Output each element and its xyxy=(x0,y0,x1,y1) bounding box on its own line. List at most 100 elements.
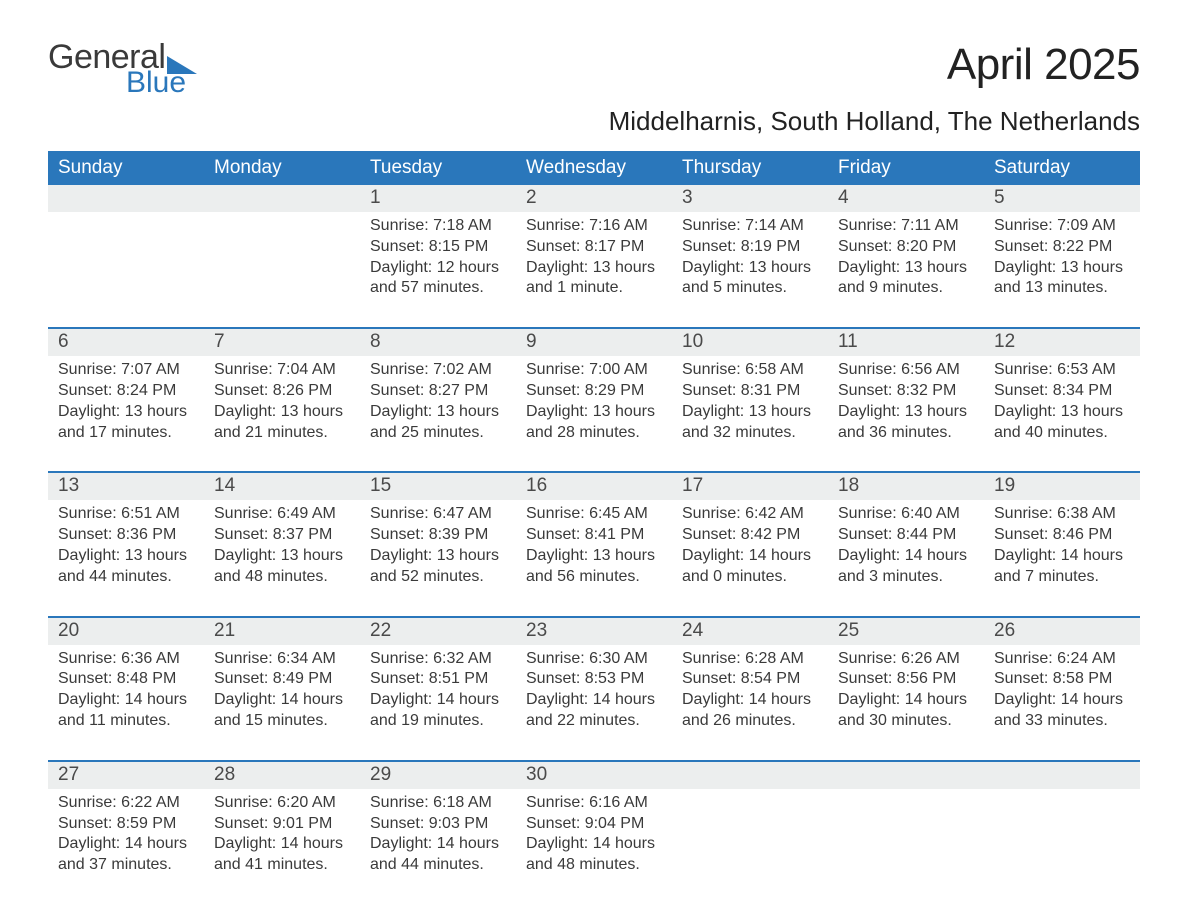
sunset-line: Sunset: 8:49 PM xyxy=(214,669,350,690)
day-number: 17 xyxy=(672,473,828,500)
daylight-line: Daylight: 14 hours and 11 minutes. xyxy=(58,690,194,732)
sunrise-line: Sunrise: 6:20 AM xyxy=(214,793,350,814)
sunset-line: Sunset: 8:34 PM xyxy=(994,381,1130,402)
daylight-line: Daylight: 13 hours and 1 minute. xyxy=(526,258,662,300)
calendar-cell: 17Sunrise: 6:42 AMSunset: 8:42 PMDayligh… xyxy=(672,472,828,616)
day-number: 26 xyxy=(984,618,1140,645)
calendar-cell: 1Sunrise: 7:18 AMSunset: 8:15 PMDaylight… xyxy=(360,185,516,328)
daylight-line: Daylight: 13 hours and 40 minutes. xyxy=(994,402,1130,444)
day-body: Sunrise: 7:07 AMSunset: 8:24 PMDaylight:… xyxy=(48,356,204,471)
sunrise-line: Sunrise: 7:16 AM xyxy=(526,216,662,237)
day-body: Sunrise: 6:32 AMSunset: 8:51 PMDaylight:… xyxy=(360,645,516,760)
calendar-cell: 28Sunrise: 6:20 AMSunset: 9:01 PMDayligh… xyxy=(204,761,360,904)
sunrise-line: Sunrise: 7:09 AM xyxy=(994,216,1130,237)
day-body: Sunrise: 6:28 AMSunset: 8:54 PMDaylight:… xyxy=(672,645,828,760)
day-body: Sunrise: 6:47 AMSunset: 8:39 PMDaylight:… xyxy=(360,500,516,615)
sunset-line: Sunset: 8:39 PM xyxy=(370,525,506,546)
day-body: Sunrise: 7:00 AMSunset: 8:29 PMDaylight:… xyxy=(516,356,672,471)
sunrise-line: Sunrise: 6:16 AM xyxy=(526,793,662,814)
daylight-line: Daylight: 12 hours and 57 minutes. xyxy=(370,258,506,300)
day-body: Sunrise: 7:02 AMSunset: 8:27 PMDaylight:… xyxy=(360,356,516,471)
daylight-line: Daylight: 14 hours and 0 minutes. xyxy=(682,546,818,588)
sunset-line: Sunset: 8:53 PM xyxy=(526,669,662,690)
day-number: 18 xyxy=(828,473,984,500)
day-number: 23 xyxy=(516,618,672,645)
weekday-header: Wednesday xyxy=(516,151,672,185)
sunset-line: Sunset: 8:42 PM xyxy=(682,525,818,546)
day-body: Sunrise: 6:42 AMSunset: 8:42 PMDaylight:… xyxy=(672,500,828,615)
daylight-line: Daylight: 14 hours and 19 minutes. xyxy=(370,690,506,732)
calendar-cell: 23Sunrise: 6:30 AMSunset: 8:53 PMDayligh… xyxy=(516,617,672,761)
sunrise-line: Sunrise: 6:53 AM xyxy=(994,360,1130,381)
day-body: Sunrise: 6:53 AMSunset: 8:34 PMDaylight:… xyxy=(984,356,1140,471)
day-number: 1 xyxy=(360,185,516,212)
day-number: 24 xyxy=(672,618,828,645)
day-body: Sunrise: 6:40 AMSunset: 8:44 PMDaylight:… xyxy=(828,500,984,615)
weekday-row: Sunday Monday Tuesday Wednesday Thursday… xyxy=(48,151,1140,185)
calendar-cell: 19Sunrise: 6:38 AMSunset: 8:46 PMDayligh… xyxy=(984,472,1140,616)
day-number: 13 xyxy=(48,473,204,500)
daylight-line: Daylight: 13 hours and 21 minutes. xyxy=(214,402,350,444)
sunrise-line: Sunrise: 6:51 AM xyxy=(58,504,194,525)
day-number: 25 xyxy=(828,618,984,645)
calendar-week: 13Sunrise: 6:51 AMSunset: 8:36 PMDayligh… xyxy=(48,472,1140,616)
weekday-header: Sunday xyxy=(48,151,204,185)
day-body: Sunrise: 6:24 AMSunset: 8:58 PMDaylight:… xyxy=(984,645,1140,760)
day-number xyxy=(672,762,828,789)
sunrise-line: Sunrise: 6:38 AM xyxy=(994,504,1130,525)
daylight-line: Daylight: 13 hours and 25 minutes. xyxy=(370,402,506,444)
daylight-line: Daylight: 14 hours and 37 minutes. xyxy=(58,834,194,876)
day-body: Sunrise: 6:49 AMSunset: 8:37 PMDaylight:… xyxy=(204,500,360,615)
calendar-cell: 21Sunrise: 6:34 AMSunset: 8:49 PMDayligh… xyxy=(204,617,360,761)
day-body: Sunrise: 6:30 AMSunset: 8:53 PMDaylight:… xyxy=(516,645,672,760)
day-number: 5 xyxy=(984,185,1140,212)
calendar-cell: 27Sunrise: 6:22 AMSunset: 8:59 PMDayligh… xyxy=(48,761,204,904)
day-number: 4 xyxy=(828,185,984,212)
sunset-line: Sunset: 8:51 PM xyxy=(370,669,506,690)
day-number: 12 xyxy=(984,329,1140,356)
day-number: 16 xyxy=(516,473,672,500)
day-number: 30 xyxy=(516,762,672,789)
day-number: 8 xyxy=(360,329,516,356)
day-number: 27 xyxy=(48,762,204,789)
day-body: Sunrise: 6:45 AMSunset: 8:41 PMDaylight:… xyxy=(516,500,672,615)
sunrise-line: Sunrise: 6:24 AM xyxy=(994,649,1130,670)
sunrise-line: Sunrise: 6:49 AM xyxy=(214,504,350,525)
sunset-line: Sunset: 8:31 PM xyxy=(682,381,818,402)
calendar-cell xyxy=(828,761,984,904)
sunrise-line: Sunrise: 6:18 AM xyxy=(370,793,506,814)
calendar-cell xyxy=(984,761,1140,904)
calendar-cell xyxy=(672,761,828,904)
sunrise-line: Sunrise: 6:36 AM xyxy=(58,649,194,670)
sunset-line: Sunset: 9:03 PM xyxy=(370,814,506,835)
daylight-line: Daylight: 13 hours and 44 minutes. xyxy=(58,546,194,588)
weekday-header: Thursday xyxy=(672,151,828,185)
day-number xyxy=(984,762,1140,789)
day-body: Sunrise: 7:18 AMSunset: 8:15 PMDaylight:… xyxy=(360,212,516,327)
sunrise-line: Sunrise: 6:45 AM xyxy=(526,504,662,525)
daylight-line: Daylight: 13 hours and 32 minutes. xyxy=(682,402,818,444)
calendar-cell: 18Sunrise: 6:40 AMSunset: 8:44 PMDayligh… xyxy=(828,472,984,616)
daylight-line: Daylight: 14 hours and 7 minutes. xyxy=(994,546,1130,588)
calendar-week: 20Sunrise: 6:36 AMSunset: 8:48 PMDayligh… xyxy=(48,617,1140,761)
sunset-line: Sunset: 8:48 PM xyxy=(58,669,194,690)
daylight-line: Daylight: 13 hours and 28 minutes. xyxy=(526,402,662,444)
calendar-cell: 24Sunrise: 6:28 AMSunset: 8:54 PMDayligh… xyxy=(672,617,828,761)
sunset-line: Sunset: 8:22 PM xyxy=(994,237,1130,258)
sunset-line: Sunset: 8:20 PM xyxy=(838,237,974,258)
calendar-week: 6Sunrise: 7:07 AMSunset: 8:24 PMDaylight… xyxy=(48,328,1140,472)
day-number xyxy=(204,185,360,212)
sunrise-line: Sunrise: 7:14 AM xyxy=(682,216,818,237)
sunset-line: Sunset: 8:17 PM xyxy=(526,237,662,258)
sunset-line: Sunset: 8:37 PM xyxy=(214,525,350,546)
calendar-cell: 16Sunrise: 6:45 AMSunset: 8:41 PMDayligh… xyxy=(516,472,672,616)
sunset-line: Sunset: 9:01 PM xyxy=(214,814,350,835)
weekday-header: Saturday xyxy=(984,151,1140,185)
daylight-line: Daylight: 13 hours and 13 minutes. xyxy=(994,258,1130,300)
sunrise-line: Sunrise: 7:02 AM xyxy=(370,360,506,381)
sunrise-line: Sunrise: 6:56 AM xyxy=(838,360,974,381)
daylight-line: Daylight: 14 hours and 48 minutes. xyxy=(526,834,662,876)
daylight-line: Daylight: 13 hours and 52 minutes. xyxy=(370,546,506,588)
day-body: Sunrise: 6:22 AMSunset: 8:59 PMDaylight:… xyxy=(48,789,204,904)
day-number: 14 xyxy=(204,473,360,500)
